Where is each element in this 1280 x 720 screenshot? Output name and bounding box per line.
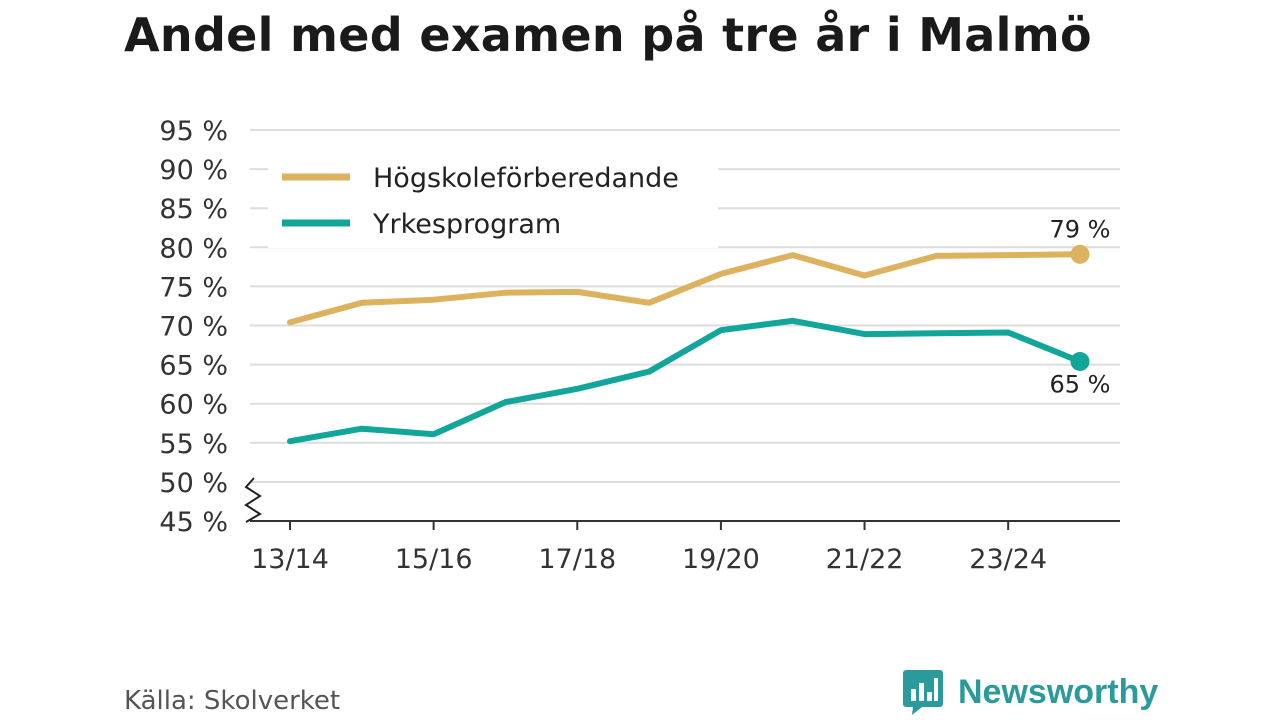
legend-label: Högskoleförberedande: [373, 163, 679, 194]
brand-logo: Newsworthy: [902, 668, 1158, 716]
y-tick-label: 50 %: [159, 468, 228, 499]
y-tick-label: 90 %: [159, 155, 228, 186]
x-tick-label: 21/22: [826, 544, 904, 575]
y-tick-label: 55 %: [159, 429, 228, 460]
end-labels: 79 % 65 %: [1050, 215, 1111, 398]
y-tick-label: 80 %: [159, 233, 228, 264]
x-tick-label: 23/24: [969, 544, 1047, 575]
y-tick-label: 75 %: [159, 272, 228, 303]
chart-bubble-icon: [903, 670, 943, 715]
series-line: [287, 317, 1083, 445]
legend-label: Yrkesprogram: [372, 209, 561, 240]
end-value-label: 79 %: [1050, 215, 1111, 243]
brand-name: Newsworthy: [958, 672, 1159, 711]
source-note: Källa: Skolverket: [124, 686, 341, 716]
y-tick-label: 85 %: [159, 194, 228, 225]
legend-background: [268, 150, 718, 248]
x-tick-label: 19/20: [682, 544, 760, 575]
y-tick-label: 95 %: [159, 116, 228, 147]
y-tick-label: 60 %: [159, 390, 228, 421]
legend: Högskoleförberedande Yrkesprogram: [268, 150, 718, 248]
end-point-marker: [1070, 351, 1090, 371]
series-lines: [287, 244, 1090, 445]
end-value-label: 65 %: [1050, 370, 1111, 398]
x-tick-label: 17/18: [538, 544, 616, 575]
y-tick-label: 65 %: [159, 351, 228, 382]
x-tick-label: 15/16: [395, 544, 473, 575]
axes: 45 % 50 % 55 % 60 % 65 % 70 % 75 % 80 % 85 % 90 %…: [159, 116, 1120, 575]
axis-break-mark: [244, 477, 262, 523]
y-tick-label: 70 %: [159, 312, 228, 343]
chart-title: Andel med examen på tre år i Malmö: [124, 8, 1092, 62]
end-point-marker: [1070, 244, 1090, 264]
x-tick-label: 13/14: [251, 544, 329, 575]
series-line: [287, 251, 1083, 326]
y-tick-label: 45 %: [159, 507, 228, 538]
